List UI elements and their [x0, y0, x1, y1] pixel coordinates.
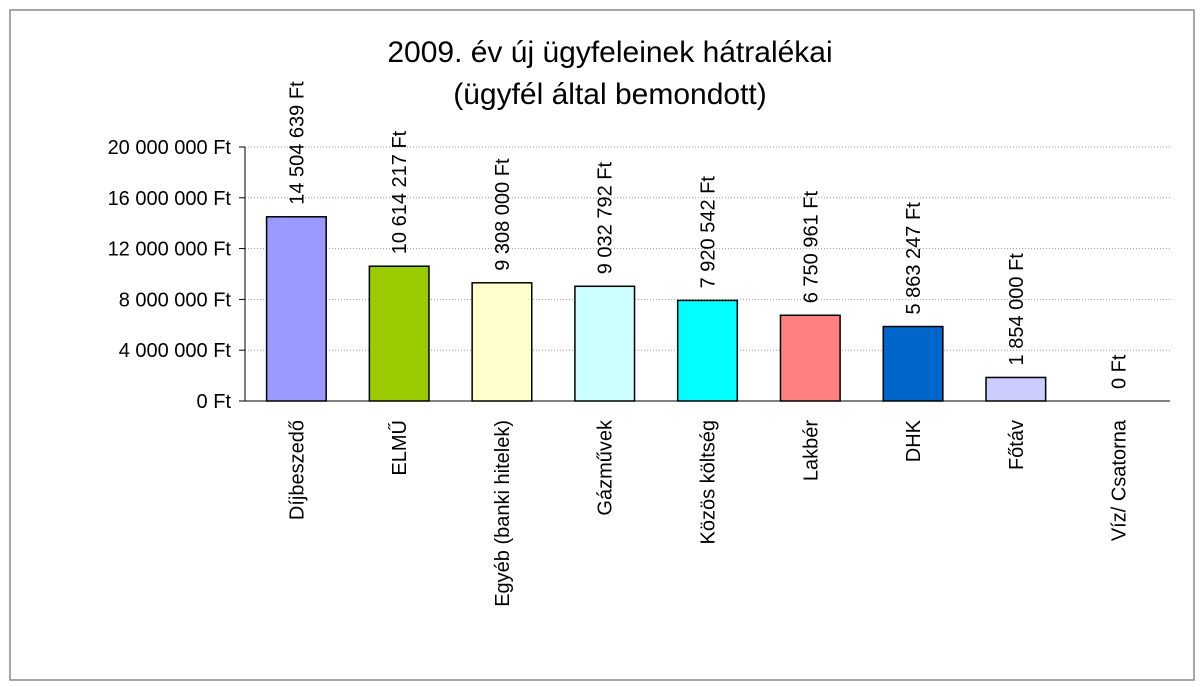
bar: [985, 376, 1047, 402]
chart-title: 2009. év új ügyfeleinek hátralékai: [387, 36, 832, 69]
y-tick-label: 4 000 000 Ft: [119, 340, 232, 362]
y-tick-label: 8 000 000 Ft: [119, 289, 232, 311]
x-tick-label: Víz/ Csatorna: [1109, 419, 1131, 541]
value-label: 7 920 542 Ft: [698, 176, 720, 289]
bar: [574, 285, 636, 402]
value-label: 9 032 792 Ft: [595, 162, 617, 275]
bar: [265, 216, 327, 402]
y-tick-label: 16 000 000 Ft: [108, 188, 232, 210]
value-label: 5 863 247 Ft: [903, 202, 925, 315]
bar: [368, 265, 430, 402]
x-tick-label: Főtáv: [1006, 420, 1028, 470]
x-tick-label: Lakbér: [800, 420, 822, 481]
bar: [676, 299, 739, 402]
bar: [471, 282, 533, 402]
value-label: 14 504 639 Ft: [286, 81, 308, 205]
x-tick-label: Közös költség: [698, 420, 720, 545]
bar: [882, 325, 944, 402]
value-label: 10 614 217 Ft: [389, 130, 411, 254]
x-tick-label: DHK: [903, 419, 925, 462]
value-label: 0 Ft: [1109, 354, 1131, 389]
value-label: 9 308 000 Ft: [492, 158, 514, 271]
x-tick-label: ELMŰ: [388, 420, 411, 476]
value-label: 6 750 961 Ft: [800, 191, 822, 304]
bar: [779, 314, 841, 402]
x-tick-label: Díjbeszedő: [286, 420, 308, 520]
y-tick-label: 20 000 000 Ft: [108, 137, 232, 159]
y-tick-label: 0 Ft: [197, 391, 232, 413]
x-tick-label: Egyéb (banki hitelek): [492, 420, 514, 607]
y-tick-label: 12 000 000 Ft: [108, 239, 232, 261]
value-label: 1 854 000 Ft: [1006, 253, 1028, 366]
chart-subtitle: (ügyfél által bemondott): [453, 78, 767, 111]
x-tick-label: Gázművek: [595, 419, 617, 516]
